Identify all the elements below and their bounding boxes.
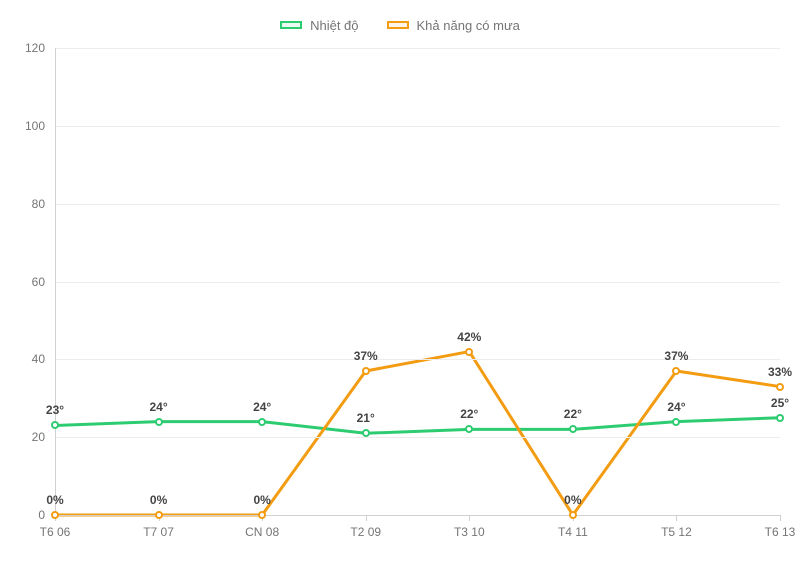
legend-swatch-temperature [280, 21, 302, 29]
data-label: 0% [150, 493, 167, 507]
legend-label: Khả năng có mưa [417, 18, 520, 33]
y-tick-label: 0 [38, 508, 45, 522]
data-label: 25° [771, 396, 789, 410]
data-label: 21° [357, 411, 375, 425]
data-label: 0% [46, 493, 63, 507]
legend-item-rain-chance[interactable]: Khả năng có mưa [387, 18, 520, 33]
data-label: 0% [564, 493, 581, 507]
x-tick-label: T3 10 [454, 525, 485, 539]
gridline [55, 48, 780, 49]
data-label: 24° [253, 400, 271, 414]
data-label: 24° [149, 400, 167, 414]
data-label: 24° [667, 400, 685, 414]
data-point[interactable] [465, 348, 473, 356]
data-label: 37% [664, 349, 688, 363]
gridline [55, 437, 780, 438]
data-point[interactable] [51, 421, 59, 429]
x-tick [780, 515, 781, 521]
x-axis: T6 06T7 07CN 08T2 09T3 10T4 11T5 12T6 13 [55, 515, 780, 545]
data-point[interactable] [465, 425, 473, 433]
data-label: 22° [460, 407, 478, 421]
x-tick-label: T4 11 [558, 525, 588, 539]
series-line [55, 418, 780, 434]
data-point[interactable] [258, 418, 266, 426]
data-point[interactable] [362, 367, 370, 375]
data-label: 23° [46, 403, 64, 417]
data-label: 37% [354, 349, 378, 363]
data-label: 33% [768, 365, 792, 379]
gridline [55, 282, 780, 283]
legend: Nhiệt độ Khả năng có mưa [10, 10, 790, 40]
x-tick-label: T7 07 [143, 525, 174, 539]
legend-item-temperature[interactable]: Nhiệt độ [280, 18, 358, 33]
y-axis: 020406080100120 [0, 48, 45, 515]
data-point[interactable] [362, 429, 370, 437]
x-tick-label: T5 12 [661, 525, 692, 539]
data-point[interactable] [569, 425, 577, 433]
weather-line-chart: Nhiệt độ Khả năng có mưa 23° 24° 24° 21° 22°… [0, 0, 800, 565]
legend-label: Nhiệt độ [310, 18, 358, 33]
y-axis-line [55, 48, 56, 515]
x-tick-label: T6 13 [765, 525, 796, 539]
data-point[interactable] [776, 414, 784, 422]
y-tick-label: 60 [32, 275, 45, 289]
y-tick-label: 40 [32, 352, 45, 366]
data-point[interactable] [672, 418, 680, 426]
series-line [55, 352, 780, 515]
y-tick-label: 20 [32, 430, 45, 444]
data-label: 22° [564, 407, 582, 421]
data-point[interactable] [672, 367, 680, 375]
plot-area: 23°24°24°21°22°22°24°25°0%0%0%37%42%0%37… [55, 48, 780, 515]
x-tick-label: CN 08 [245, 525, 279, 539]
x-tick-label: T2 09 [350, 525, 381, 539]
data-label: 0% [253, 493, 270, 507]
data-label: 42% [457, 330, 481, 344]
data-point[interactable] [776, 383, 784, 391]
gridline [55, 126, 780, 127]
gridline [55, 204, 780, 205]
x-tick-label: T6 06 [40, 525, 71, 539]
y-tick-label: 100 [25, 119, 45, 133]
y-tick-label: 120 [25, 41, 45, 55]
legend-swatch-rain-chance [387, 21, 409, 29]
data-point[interactable] [155, 418, 163, 426]
y-tick-label: 80 [32, 197, 45, 211]
